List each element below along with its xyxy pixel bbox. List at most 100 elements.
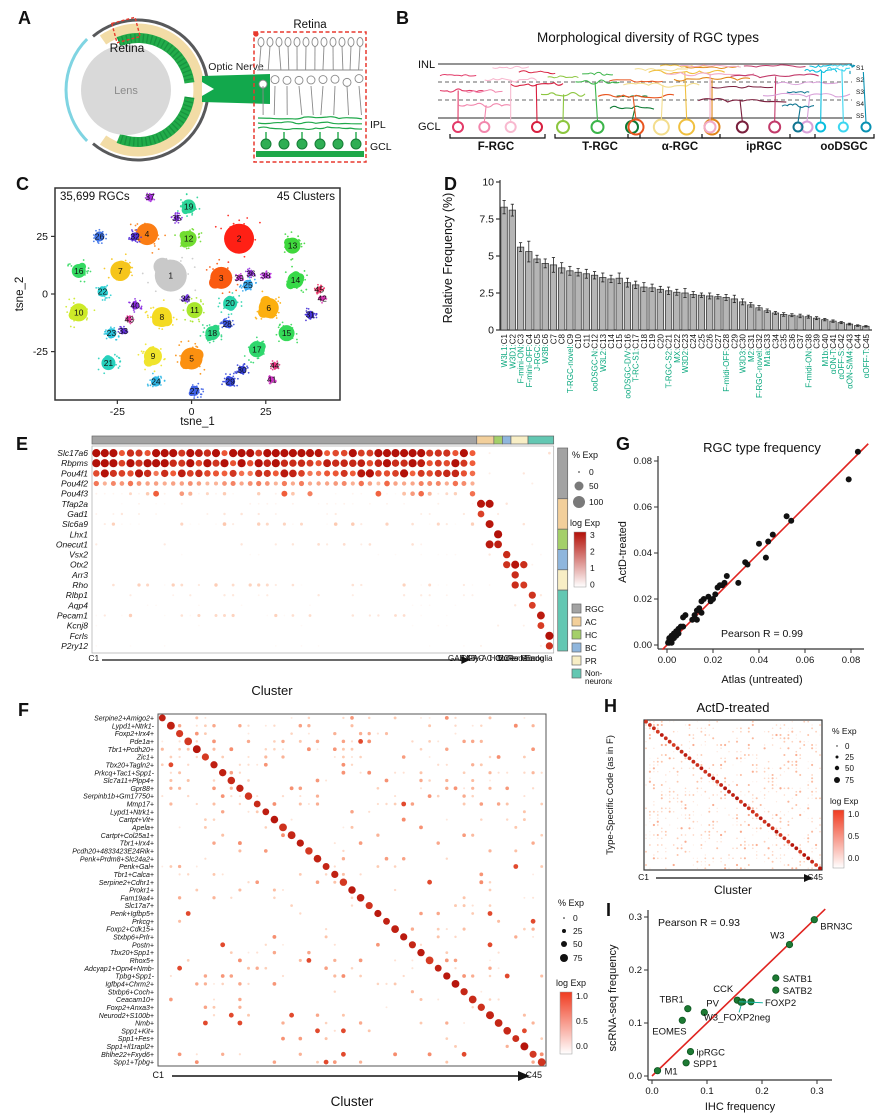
svg-text:25: 25 [845,753,854,762]
svg-text:39: 39 [234,273,244,283]
svg-text:24: 24 [151,377,161,387]
panel-letter-c: C [16,174,29,194]
svg-text:ipRGC: ipRGC [746,141,782,153]
bar-C22 [673,291,681,331]
svg-text:GCL: GCL [370,141,392,153]
svg-text:43: 43 [124,314,134,324]
svg-text:log Exp: log Exp [570,518,600,528]
svg-text:Pou4f2: Pou4f2 [61,479,88,489]
svg-text:50: 50 [589,481,599,491]
svg-text:Foxp2+Cdk15+: Foxp2+Cdk15+ [106,927,154,934]
svg-text:Prokr1+: Prokr1+ [129,888,154,895]
tsne-cluster-13 [283,231,306,261]
panel-letter-b: B [396,8,409,28]
svg-text:0.5: 0.5 [576,1016,588,1026]
svg-text:α-RGC: α-RGC [662,141,698,153]
svg-text:10: 10 [482,177,494,189]
svg-text:Tbr1+Irx4+: Tbr1+Irx4+ [120,841,154,848]
svg-text:3: 3 [590,530,595,540]
tsne-cluster-7 [103,253,134,281]
svg-text:25: 25 [573,926,583,936]
tsne-cluster-16 [67,259,92,283]
svg-text:W3B:C6: W3B:C6 [541,333,550,363]
scatter-point [788,517,795,524]
tsne-cluster-39 [235,272,245,282]
svg-text:Apela+: Apela+ [131,825,154,832]
panel-a-eye-schematic: Lens Optic Nerve Retina Retina IPL GCL [12,6,404,175]
svg-text:2: 2 [237,234,242,244]
tsne-cluster-11 [182,296,205,323]
svg-text:HC: HC [585,630,597,640]
svg-text:W3L1:C1: W3L1:C1 [500,333,509,367]
labeled-point [678,1016,686,1024]
scatter-point [765,538,772,545]
svg-text:0.08: 0.08 [842,655,861,666]
svg-text:0.04: 0.04 [634,548,653,559]
svg-text:Gad1: Gad1 [67,509,88,519]
svg-text:Pou4f3: Pou4f3 [61,489,88,499]
svg-text:75: 75 [845,776,854,785]
svg-text:Foxp2+Anxa3+: Foxp2+Anxa3+ [107,1005,154,1012]
svg-text:13: 13 [288,241,298,251]
svg-text:αOFF-T:C45: αOFF-T:C45 [862,333,871,378]
svg-text:Arr3: Arr3 [71,570,88,580]
svg-text:35,699 RGCs: 35,699 RGCs [60,191,130,203]
svg-text:% Exp: % Exp [572,450,598,460]
svg-text:IHC frequency: IHC frequency [705,1101,776,1113]
svg-text:C36: C36 [788,333,797,348]
svg-text:Pearson R = 0.93: Pearson R = 0.93 [658,917,740,929]
svg-text:M1a:C33: M1a:C33 [763,333,772,366]
svg-text:Penk+Igfbp5+: Penk+Igfbp5+ [110,911,154,918]
svg-text:Nmb+: Nmb+ [135,1021,154,1028]
tsne-cluster-35 [170,211,183,224]
bar-C1 [500,206,508,331]
svg-text:Rods: Rods [508,654,527,663]
svg-text:BC: BC [499,654,510,663]
svg-text:Tbx20+Tagln2+: Tbx20+Tagln2+ [106,762,154,769]
scatter-point [705,593,712,600]
svg-text:0: 0 [845,742,850,751]
svg-text:C45: C45 [525,1070,542,1080]
panel-letter-i: I [606,900,612,920]
svg-text:0.5: 0.5 [848,832,860,841]
svg-text:% Exp: % Exp [558,898,584,908]
svg-text:C37: C37 [796,333,805,348]
tsne-cluster-17 [243,336,266,364]
svg-text:C25: C25 [697,333,706,348]
panel-d-frequency-bars: Relative Frequency (%) 0 2.5 5 7.5 10 W3L1:C1 W… [436,170,878,433]
svg-text:7.5: 7.5 [479,214,494,226]
svg-text:10: 10 [74,307,84,317]
tsne-cluster-3 [205,258,240,295]
panel-letter-d: D [444,174,457,194]
svg-text:30: 30 [237,365,247,375]
tsne-cluster-43 [125,315,135,325]
scatter-point [769,531,776,538]
svg-text:Igfbp4+Chrm2+: Igfbp4+Chrm2+ [105,981,154,988]
labeled-point [785,940,794,949]
svg-text:Penk+Gal+: Penk+Gal+ [119,864,154,871]
svg-text:FOXP2: FOXP2 [765,998,796,1009]
bar-C26 [706,295,714,331]
svg-text:41: 41 [267,374,277,384]
panel-h-actd-heatmap: ActD-treated C1 C45 Cluster Type-Specific Co… [600,694,878,902]
svg-text:% Exp: % Exp [832,726,857,736]
bar-C36 [788,314,796,331]
svg-text:P2ry12: P2ry12 [61,641,88,651]
svg-text:0.02: 0.02 [704,655,723,666]
svg-text:ooDSGC: ooDSGC [820,141,867,153]
svg-text:0.2: 0.2 [629,965,642,976]
svg-text:αOFF-S:C42: αOFF-S:C42 [837,333,846,379]
svg-text:W3: W3 [770,931,784,942]
svg-text:Pecam1: Pecam1 [57,610,88,620]
svg-text:Müller Glia: Müller Glia [497,654,536,663]
svg-text:F-midi-ON:C38: F-midi-ON:C38 [804,333,813,387]
svg-text:C14: C14 [607,333,616,348]
tsne-cluster-22 [95,284,112,301]
svg-text:Stxbp6+Coch+: Stxbp6+Coch+ [108,989,154,996]
svg-text:S3: S3 [856,89,864,96]
svg-text:C1: C1 [638,872,649,882]
svg-text:Fam19a4+: Fam19a4+ [120,895,154,902]
svg-text:Cartpt+Col25a1+: Cartpt+Col25a1+ [101,833,154,840]
svg-text:GCL: GCL [418,121,441,133]
tsne-cluster-15 [275,321,299,344]
